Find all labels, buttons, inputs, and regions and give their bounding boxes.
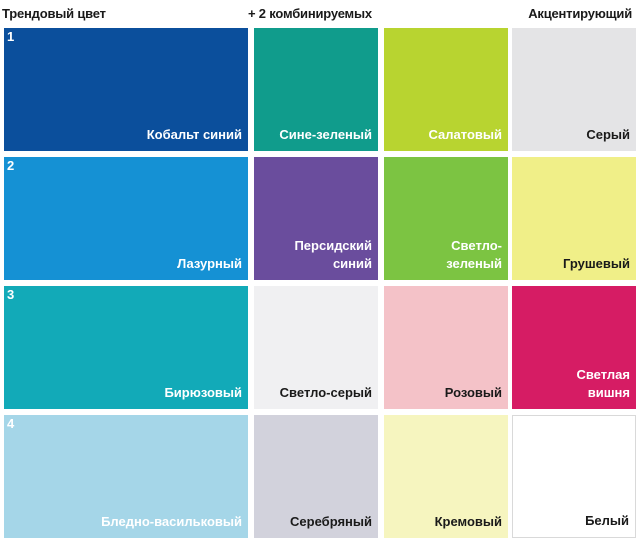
- combinable-color-swatch: Сине-зеленый: [254, 28, 378, 151]
- swatch-color-name: Светло-серый: [279, 385, 372, 400]
- accent-color-swatch: Серый: [512, 28, 636, 151]
- combinable-color-swatch: Розовый: [384, 286, 508, 409]
- swatch-color-name: Светло- зеленый: [446, 238, 502, 271]
- palette-row-2: 2 Лазурный Персидский синий Светло- зеленый…: [4, 157, 636, 280]
- row-number: 3: [7, 287, 15, 302]
- combinable-color-swatch: Светло-серый: [254, 286, 378, 409]
- swatch-color-name: Кремовый: [434, 514, 502, 529]
- swatch-color-name: Бледно-васильковый: [101, 514, 242, 529]
- combinable-color-swatch: Салатовый: [384, 28, 508, 151]
- row-number: 4: [7, 416, 15, 431]
- swatch-color-name: Серый: [586, 127, 630, 142]
- combinable-color-swatch: Светло- зеленый: [384, 157, 508, 280]
- combinable-color-swatch: Персидский синий: [254, 157, 378, 280]
- swatch-color-name: Серебряный: [290, 514, 372, 529]
- header-combinable-colors: + 2 комбинируемых: [248, 6, 372, 21]
- palette-row-3: 3 Бирюзовый Светло-серый Розовый Светлая виш…: [4, 286, 636, 409]
- swatch-color-name: Бирюзовый: [164, 385, 242, 400]
- palette-row-4: 4 Бледно-васильковый Серебряный Кремовый Бел…: [4, 415, 636, 538]
- swatch-color-name: Белый: [585, 513, 629, 528]
- trend-color-swatch: 4 Бледно-васильковый: [4, 415, 248, 538]
- trend-color-swatch: 2 Лазурный: [4, 157, 248, 280]
- accent-color-swatch: Грушевый: [512, 157, 636, 280]
- accent-color-swatch: Белый: [512, 415, 636, 538]
- combinable-color-swatch: Серебряный: [254, 415, 378, 538]
- trend-color-swatch: 3 Бирюзовый: [4, 286, 248, 409]
- palette-row-1: 1 Кобальт синий Сине-зеленый Салатовый Серый: [4, 28, 636, 151]
- swatch-color-name: Сине-зеленый: [279, 127, 372, 142]
- swatch-color-name: Персидский синий: [294, 238, 372, 271]
- swatch-color-name: Светлая вишня: [576, 367, 630, 400]
- swatch-color-name: Грушевый: [562, 256, 630, 271]
- swatch-color-name: Розовый: [444, 385, 502, 400]
- accent-color-swatch: Светлая вишня: [512, 286, 636, 409]
- row-number: 1: [7, 29, 15, 44]
- combinable-color-swatch: Кремовый: [384, 415, 508, 538]
- swatch-color-name: Кобальт синий: [146, 127, 242, 142]
- header-trend-color: Трендовый цвет: [2, 6, 106, 21]
- header-accent-color: Акцентирующий: [528, 6, 632, 21]
- swatch-color-name: Лазурный: [177, 256, 242, 271]
- trend-color-swatch: 1 Кобальт синий: [4, 28, 248, 151]
- swatch-color-name: Салатовый: [428, 127, 503, 142]
- row-number: 2: [7, 158, 15, 173]
